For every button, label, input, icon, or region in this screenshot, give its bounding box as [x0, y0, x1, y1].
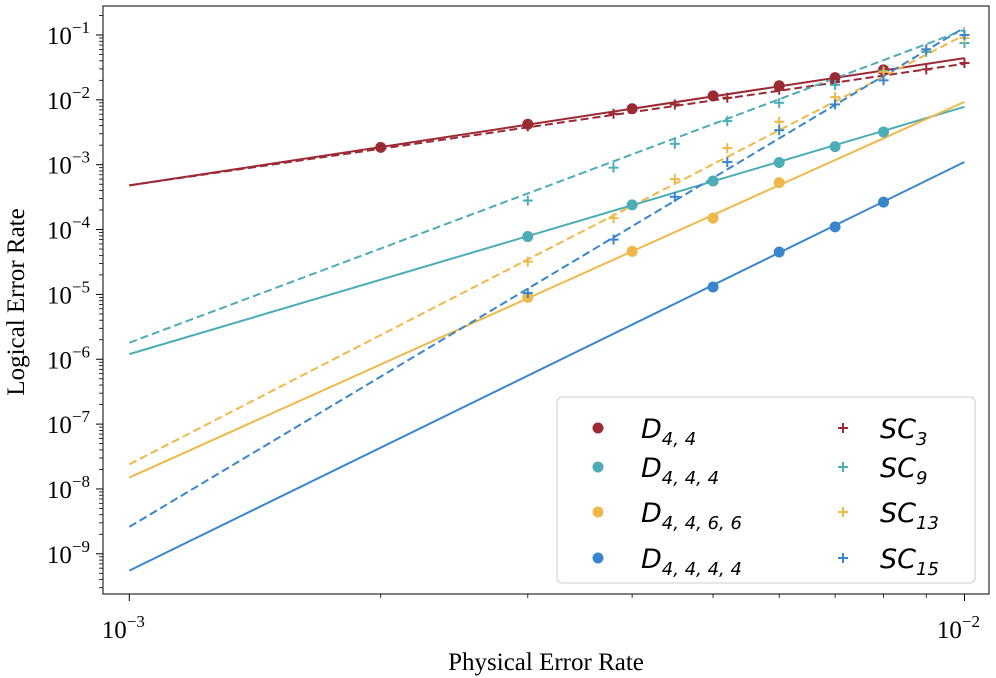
point-d-4444-0	[707, 281, 719, 293]
point-sc-13-3	[722, 143, 733, 154]
y-tick-label-1: 10−8	[47, 472, 90, 504]
point-sc-15-8	[959, 29, 970, 40]
legend-label-6: SC13	[880, 498, 939, 534]
point-d-444-5	[878, 126, 890, 138]
x-tick-label-0: 10−3	[102, 612, 145, 644]
point-sc-15-1	[608, 234, 619, 245]
fit-line-sc-15	[128, 26, 965, 528]
point-sc-15-3	[722, 157, 733, 168]
point-sc-13-6	[878, 66, 889, 77]
y-tick-label-6: 10−3	[47, 148, 90, 180]
plot-frame	[102, 5, 990, 595]
y-axis-label: Logical Error Rate	[3, 208, 30, 395]
point-d-4466-2	[707, 212, 719, 224]
legend-box	[556, 396, 976, 584]
legend-marker-2	[592, 506, 604, 518]
data-points	[375, 29, 970, 303]
point-sc-3-0	[522, 121, 533, 132]
point-sc-3-1	[608, 108, 619, 119]
fit-line-sc-9	[128, 28, 965, 344]
point-sc-13-4	[774, 116, 785, 127]
fit-line-d-4466	[128, 100, 965, 479]
legend-label-4: SC3	[880, 414, 927, 450]
point-d-4444-3	[878, 196, 890, 208]
x-tick-label-1: 10−2	[937, 612, 980, 644]
fit-line-d-44	[129, 57, 965, 187]
axis-ticks: 10−3 10−2 10−9 10−8 10−7 10−6 10−5 10−4 10−3 10−2…	[47, 15, 980, 644]
point-sc-3-3	[722, 92, 733, 103]
point-d-444-4	[829, 141, 841, 153]
point-sc-9-3	[722, 116, 733, 127]
legend-marker-5	[838, 462, 848, 472]
point-sc-3-2	[669, 99, 680, 110]
fit-line-sc-3	[129, 62, 965, 187]
point-sc-9-2	[669, 138, 680, 149]
point-sc-15-6	[878, 75, 889, 86]
point-sc-15-4	[774, 125, 785, 136]
legend-label-2: D4, 4, 6, 6	[641, 498, 742, 534]
legend-label-5: SC9	[880, 453, 927, 489]
y-tick-label-7: 10−2	[47, 83, 90, 115]
point-d-444-2	[707, 175, 719, 187]
fit-line-d-4444	[128, 161, 965, 572]
legend-marker-7	[838, 553, 848, 563]
point-d-4444-2	[829, 221, 841, 233]
point-sc-9-4	[774, 97, 785, 108]
legend: D4, 4D4, 4, 4D4, 4, 6, 6D4, 4, 4, 4SC3SC…	[556, 396, 976, 584]
y-tick-label-2: 10−7	[47, 407, 91, 439]
legend-label-0: D4, 4	[641, 414, 696, 450]
point-d-44-3	[707, 90, 719, 102]
point-d-444-0	[522, 231, 534, 243]
point-sc-13-2	[669, 174, 680, 185]
point-sc-9-0	[522, 195, 533, 206]
legend-label-3: D4, 4, 4, 4	[641, 544, 742, 580]
y-tick-label-8: 10−1	[47, 18, 90, 50]
legend-label-1: D4, 4, 4	[641, 453, 719, 489]
fit-line-d-444	[129, 105, 965, 356]
legend-label-7: SC15	[880, 544, 939, 580]
point-d-444-3	[773, 157, 785, 169]
point-sc-15-5	[830, 99, 841, 110]
y-tick-label-3: 10−6	[47, 342, 90, 374]
y-tick-label-4: 10−5	[47, 277, 90, 309]
point-sc-3-4	[774, 84, 785, 95]
legend-marker-4	[838, 423, 848, 433]
y-tick-label-0: 10−9	[47, 537, 90, 569]
point-sc-15-0	[522, 288, 533, 299]
legend-marker-1	[592, 461, 604, 473]
point-sc-15-2	[669, 191, 680, 202]
legend-marker-6	[838, 507, 848, 517]
x-axis-label: Physical Error Rate	[448, 649, 644, 676]
point-d-44-2	[626, 103, 638, 115]
legend-marker-0	[592, 422, 604, 434]
fit-line-sc-13	[128, 34, 965, 466]
point-d-44-0	[375, 141, 387, 153]
point-sc-3-7	[921, 64, 932, 75]
y-tick-label-5: 10−4	[47, 213, 91, 245]
point-d-4466-1	[626, 245, 638, 257]
point-sc-15-7	[921, 44, 932, 55]
fit-lines	[128, 26, 965, 572]
point-d-444-1	[626, 199, 638, 211]
point-sc-9-1	[608, 162, 619, 173]
point-sc-9-5	[830, 79, 841, 90]
point-d-4466-3	[773, 177, 785, 189]
point-sc-13-0	[522, 256, 533, 267]
point-d-4444-1	[773, 246, 785, 258]
legend-marker-3	[592, 552, 604, 564]
point-sc-13-1	[608, 213, 619, 224]
point-sc-3-8	[959, 58, 970, 69]
